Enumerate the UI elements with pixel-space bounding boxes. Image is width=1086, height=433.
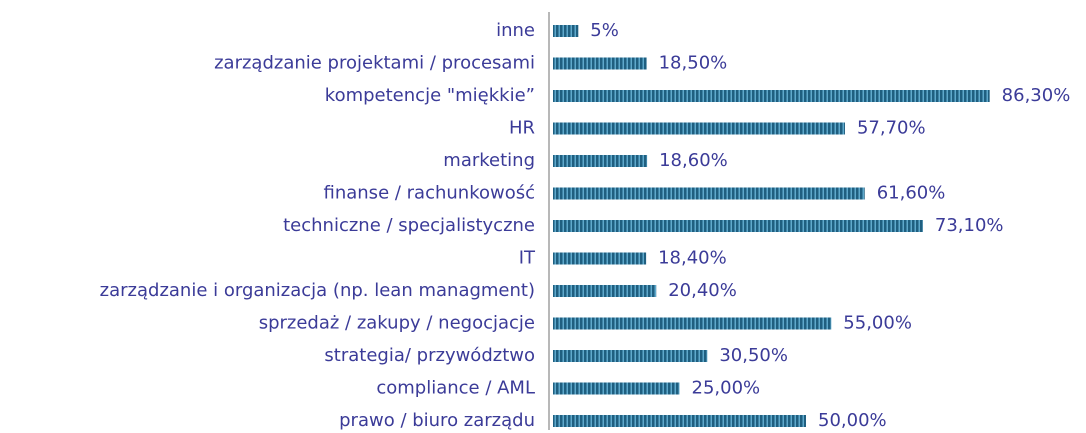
category-label: marketing <box>443 150 535 171</box>
bar <box>553 252 647 265</box>
bar <box>553 122 845 135</box>
category-label: sprzedaż / zakupy / negocjacje <box>259 313 535 334</box>
value-label: 50,00% <box>818 410 887 431</box>
bar <box>553 90 990 102</box>
bar <box>553 25 579 37</box>
bar <box>553 57 647 70</box>
value-label: 5% <box>590 20 619 41</box>
bar <box>553 285 657 297</box>
value-label: 20,40% <box>668 280 737 301</box>
value-label: 55,00% <box>843 313 912 334</box>
bar <box>553 187 865 200</box>
value-label: 57,70% <box>857 118 926 139</box>
bar <box>553 350 708 362</box>
value-label: 73,10% <box>935 215 1004 236</box>
category-label: finanse / rachunkowość <box>324 183 536 204</box>
bar <box>553 415 806 427</box>
category-label: zarządzanie projektami / procesami <box>214 53 535 74</box>
value-label: 30,50% <box>719 345 788 366</box>
bar <box>553 220 923 232</box>
category-label: prawo / biuro zarządu <box>339 410 535 431</box>
bar <box>553 382 680 395</box>
value-label: 86,30% <box>1002 85 1071 106</box>
category-label: zarządzanie i organizacja (np. lean mana… <box>100 280 535 301</box>
category-label: compliance / AML <box>376 378 535 399</box>
value-label: 18,50% <box>659 53 728 74</box>
category-label: techniczne / specjalistyczne <box>283 215 535 236</box>
value-label: 18,60% <box>659 150 728 171</box>
category-label: inne <box>496 20 535 41</box>
value-label: 18,40% <box>658 248 727 269</box>
value-label: 25,00% <box>692 378 761 399</box>
value-label: 61,60% <box>877 183 946 204</box>
bar <box>553 155 648 167</box>
category-label: IT <box>519 248 536 269</box>
category-label: strategia/ przywództwo <box>324 345 535 366</box>
category-label: kompetencje "miękkie” <box>325 85 535 106</box>
bar <box>553 317 832 330</box>
category-label: HR <box>509 118 535 139</box>
